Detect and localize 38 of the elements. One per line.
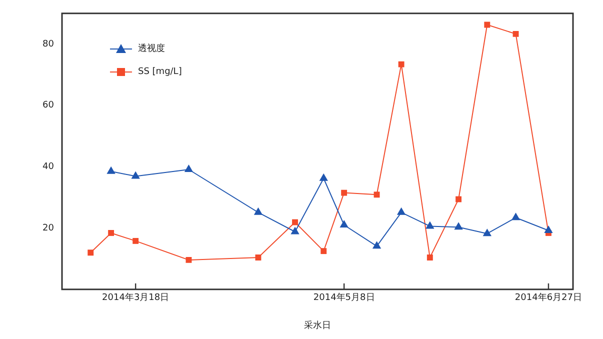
y-tick-label: 80 — [42, 39, 54, 50]
point — [320, 248, 327, 254]
point — [456, 196, 462, 202]
point — [426, 254, 433, 260]
point — [512, 30, 519, 37]
point — [544, 226, 553, 234]
y-tick-label: 40 — [42, 162, 54, 172]
point — [292, 219, 298, 226]
point — [106, 166, 116, 174]
point — [372, 241, 382, 249]
point — [482, 228, 492, 236]
point — [184, 164, 194, 172]
y-tick-label: 60 — [42, 100, 54, 111]
y-tick-label: 20 — [42, 223, 54, 234]
legend-label: 透视度 — [138, 42, 165, 56]
x-tick-label: 2014年5月8日 — [313, 292, 375, 304]
point — [484, 22, 490, 28]
point — [131, 171, 140, 179]
point — [132, 238, 139, 244]
point — [319, 173, 328, 181]
point — [396, 207, 406, 215]
point — [341, 190, 348, 196]
point — [108, 230, 114, 236]
x-tick-label: 2014年6月27日 — [514, 292, 582, 304]
point — [186, 256, 192, 263]
x-axis-title: 采水日 — [304, 320, 331, 331]
point — [398, 61, 404, 68]
point — [374, 192, 380, 198]
point — [88, 250, 94, 256]
x-tick-label: 2014年3月18日 — [102, 292, 170, 304]
point — [290, 226, 300, 234]
point — [426, 221, 434, 229]
point — [511, 212, 520, 220]
point — [254, 207, 263, 215]
point — [340, 220, 348, 228]
legend-label: SS [mg/L] — [138, 66, 182, 77]
point — [255, 254, 262, 260]
point — [454, 222, 463, 230]
